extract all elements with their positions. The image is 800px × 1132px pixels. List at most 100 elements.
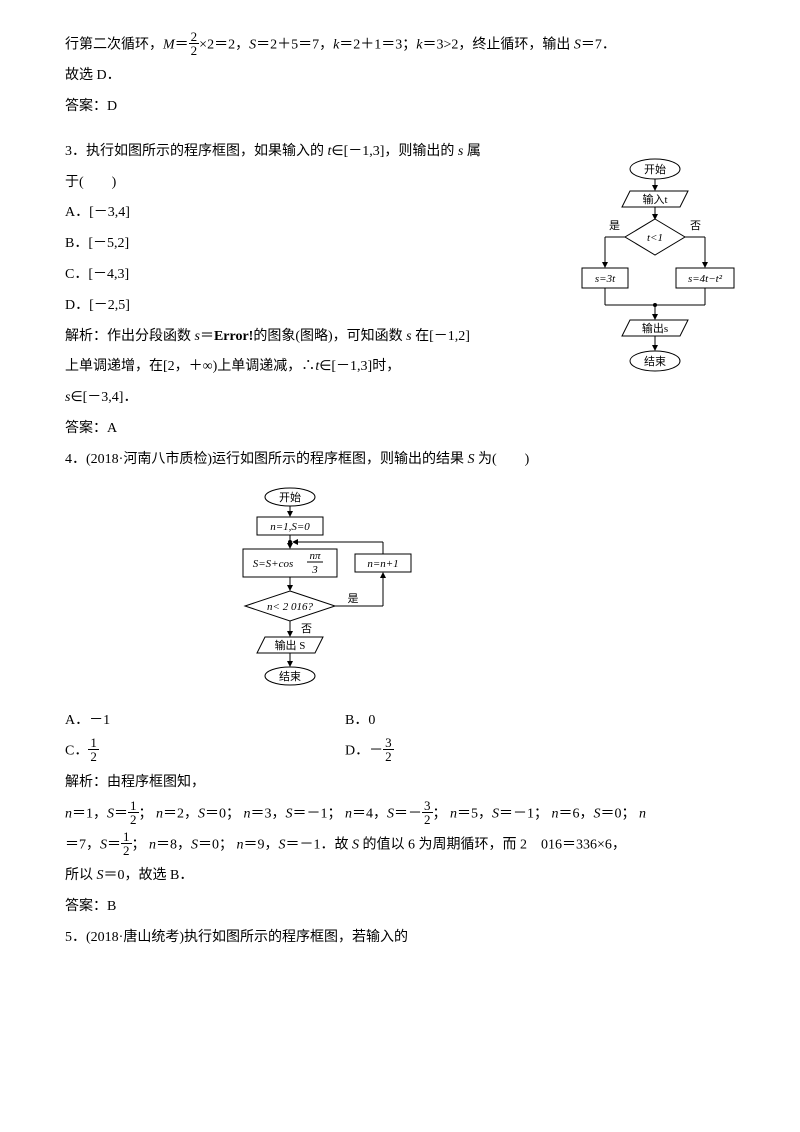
var-S: S: [107, 806, 114, 821]
text: ＝0；: [601, 806, 636, 821]
var-S: S: [97, 868, 104, 883]
fc-input: 输入t: [642, 192, 667, 206]
numerator: 1: [88, 736, 99, 750]
text: ＝9，: [244, 837, 279, 852]
q3-analysis-1: 解析：作出分段函数 s＝Error!的图象(图略)，可知函数 s 在[－1,2]: [65, 322, 545, 353]
q4-options-row1: A．－1 B．0: [65, 706, 730, 737]
q2-guxuan: 故选 D．: [65, 61, 730, 92]
numerator: 2: [189, 30, 200, 44]
fc-no: 否: [301, 623, 312, 635]
text: ＝－1；: [499, 806, 548, 821]
q3-optA: A．[－3,4]: [65, 198, 545, 229]
spacer: [65, 123, 730, 137]
text: ＝0，故选 B．: [104, 868, 194, 883]
text: ＝5，: [457, 806, 492, 821]
q4-ana-line2: ＝7，S＝12； n＝8，S＝0； n＝9，S＝－1．故 S 的值以 6 为周期…: [65, 830, 730, 861]
text: ＝0；: [198, 837, 233, 852]
text: 解析：作出分段函数: [65, 329, 195, 344]
q3-yu: 于( ): [65, 168, 545, 199]
var-S: S: [468, 452, 475, 467]
q3-answer: 答案：A: [65, 414, 545, 445]
q4-ana-head: 解析：由程序框图知，: [65, 768, 730, 799]
fc-start: 开始: [644, 162, 666, 176]
text: ＝: [114, 806, 128, 821]
text: ；: [132, 837, 146, 852]
fc-yes: 是: [609, 219, 620, 232]
denominator: 2: [88, 750, 99, 763]
denominator: 2: [383, 750, 394, 763]
fc-inc: n=n+1: [367, 558, 398, 570]
text: ＝4，: [352, 806, 387, 821]
fc-box1: s=3t: [595, 273, 616, 285]
text: ＝2＋5＝7，: [256, 38, 333, 53]
page: 行第二次循环，M＝22×2＝2，S＝2＋5＝7，k＝2＋1＝3；k＝3>2，终止…: [0, 0, 800, 1132]
var-S: S: [387, 806, 394, 821]
text: 上单调递增，在[2，＋∞)上单调递减，∴: [65, 359, 315, 374]
q4-stem: 4．(2018·河南八市质检)运行如图所示的程序框图，则输出的结果 S 为( ): [65, 445, 730, 476]
denominator: 2: [128, 813, 139, 826]
var-n: n: [65, 806, 72, 821]
fraction: 32: [422, 799, 433, 826]
q2-answer: 答案：D: [65, 92, 730, 123]
text: ＝－1；: [293, 806, 342, 821]
q3-flowchart: 开始 输入t t<1 是 否 s=3t s=4t−t: [570, 157, 740, 397]
q3-stem: 3．执行如图所示的程序框图，如果输入的 t∈[－1,3]，则输出的 s 属: [65, 137, 545, 168]
var-S: S: [191, 837, 198, 852]
text: 为( ): [475, 452, 530, 467]
text: 4．(2018·河南八市质检)运行如图所示的程序框图，则输出的结果: [65, 452, 468, 467]
flowchart-svg: 开始 输入t t<1 是 否 s=3t s=4t−t: [570, 157, 740, 397]
var-M: M: [163, 38, 175, 53]
q3-text-column: 3．执行如图所示的程序框图，如果输入的 t∈[－1,3]，则输出的 s 属 于(…: [65, 137, 545, 445]
fraction: 12: [121, 830, 132, 857]
text: ＝6，: [559, 806, 594, 821]
var-n: n: [149, 837, 156, 852]
denominator: 2: [189, 44, 200, 57]
var-n: n: [345, 806, 352, 821]
fc-cond: t<1: [647, 232, 663, 244]
var-S: S: [286, 806, 293, 821]
text: ×2＝2，: [199, 38, 249, 53]
text: 3．执行如图所示的程序框图，如果输入的: [65, 144, 328, 159]
text: ＝0；: [205, 806, 240, 821]
q5-stem: 5．(2018·唐山统考)执行如图所示的程序框图，若输入的: [65, 923, 730, 954]
text: ＝7．: [581, 38, 616, 53]
q4-options-row2: C．12 D．－32: [65, 736, 730, 767]
error-text: Error!: [214, 329, 253, 344]
text: ＝2，: [163, 806, 198, 821]
fc-frac-den: 3: [311, 564, 318, 576]
fc-output: 输出 S: [275, 638, 306, 652]
q4-ana-line1: n＝1，S＝12； n＝2，S＝0； n＝3，S＝－1； n＝4，S＝－32； …: [65, 799, 730, 830]
fraction: 22: [189, 30, 200, 57]
text: ＝－: [394, 806, 422, 821]
text: 的值以 6 为周期循环，而 2 016＝336×6，: [359, 837, 626, 852]
text: ＝: [200, 329, 214, 344]
var-n: n: [156, 806, 163, 821]
var-n: n: [552, 806, 559, 821]
fc-output: 输出s: [642, 321, 668, 335]
denominator: 2: [121, 844, 132, 857]
text: ＝: [175, 38, 189, 53]
denominator: 2: [422, 813, 433, 826]
var-S: S: [574, 38, 581, 53]
q3-optD: D．[－2,5]: [65, 291, 545, 322]
fc-start: 开始: [279, 490, 301, 504]
text: ＝2＋1＝3；: [339, 38, 416, 53]
text: 在[－1,2]: [412, 329, 470, 344]
text: ＝3，: [251, 806, 286, 821]
text: D．－: [345, 744, 383, 759]
flowchart-svg: 开始 n=1,S=0 S=S+cos nπ 3 n=n+1 n< 2 016? …: [215, 486, 425, 696]
text: ＝1，: [72, 806, 107, 821]
text: ＝: [107, 837, 121, 852]
text: 行第二次循环，: [65, 38, 163, 53]
var-S: S: [492, 806, 499, 821]
text: 属: [463, 144, 481, 159]
text: C．: [65, 744, 88, 759]
text: ∈[－1,3]时，: [319, 359, 400, 374]
fraction: 32: [383, 736, 394, 763]
text: ∈[－3,4]．: [70, 390, 137, 405]
text: 的图象(图略)，可知函数: [253, 329, 406, 344]
text: 所以: [65, 868, 97, 883]
text: ＝3>2，终止循环，输出: [423, 38, 574, 53]
numerator: 3: [422, 799, 433, 813]
fc-init: n=1,S=0: [270, 521, 310, 533]
